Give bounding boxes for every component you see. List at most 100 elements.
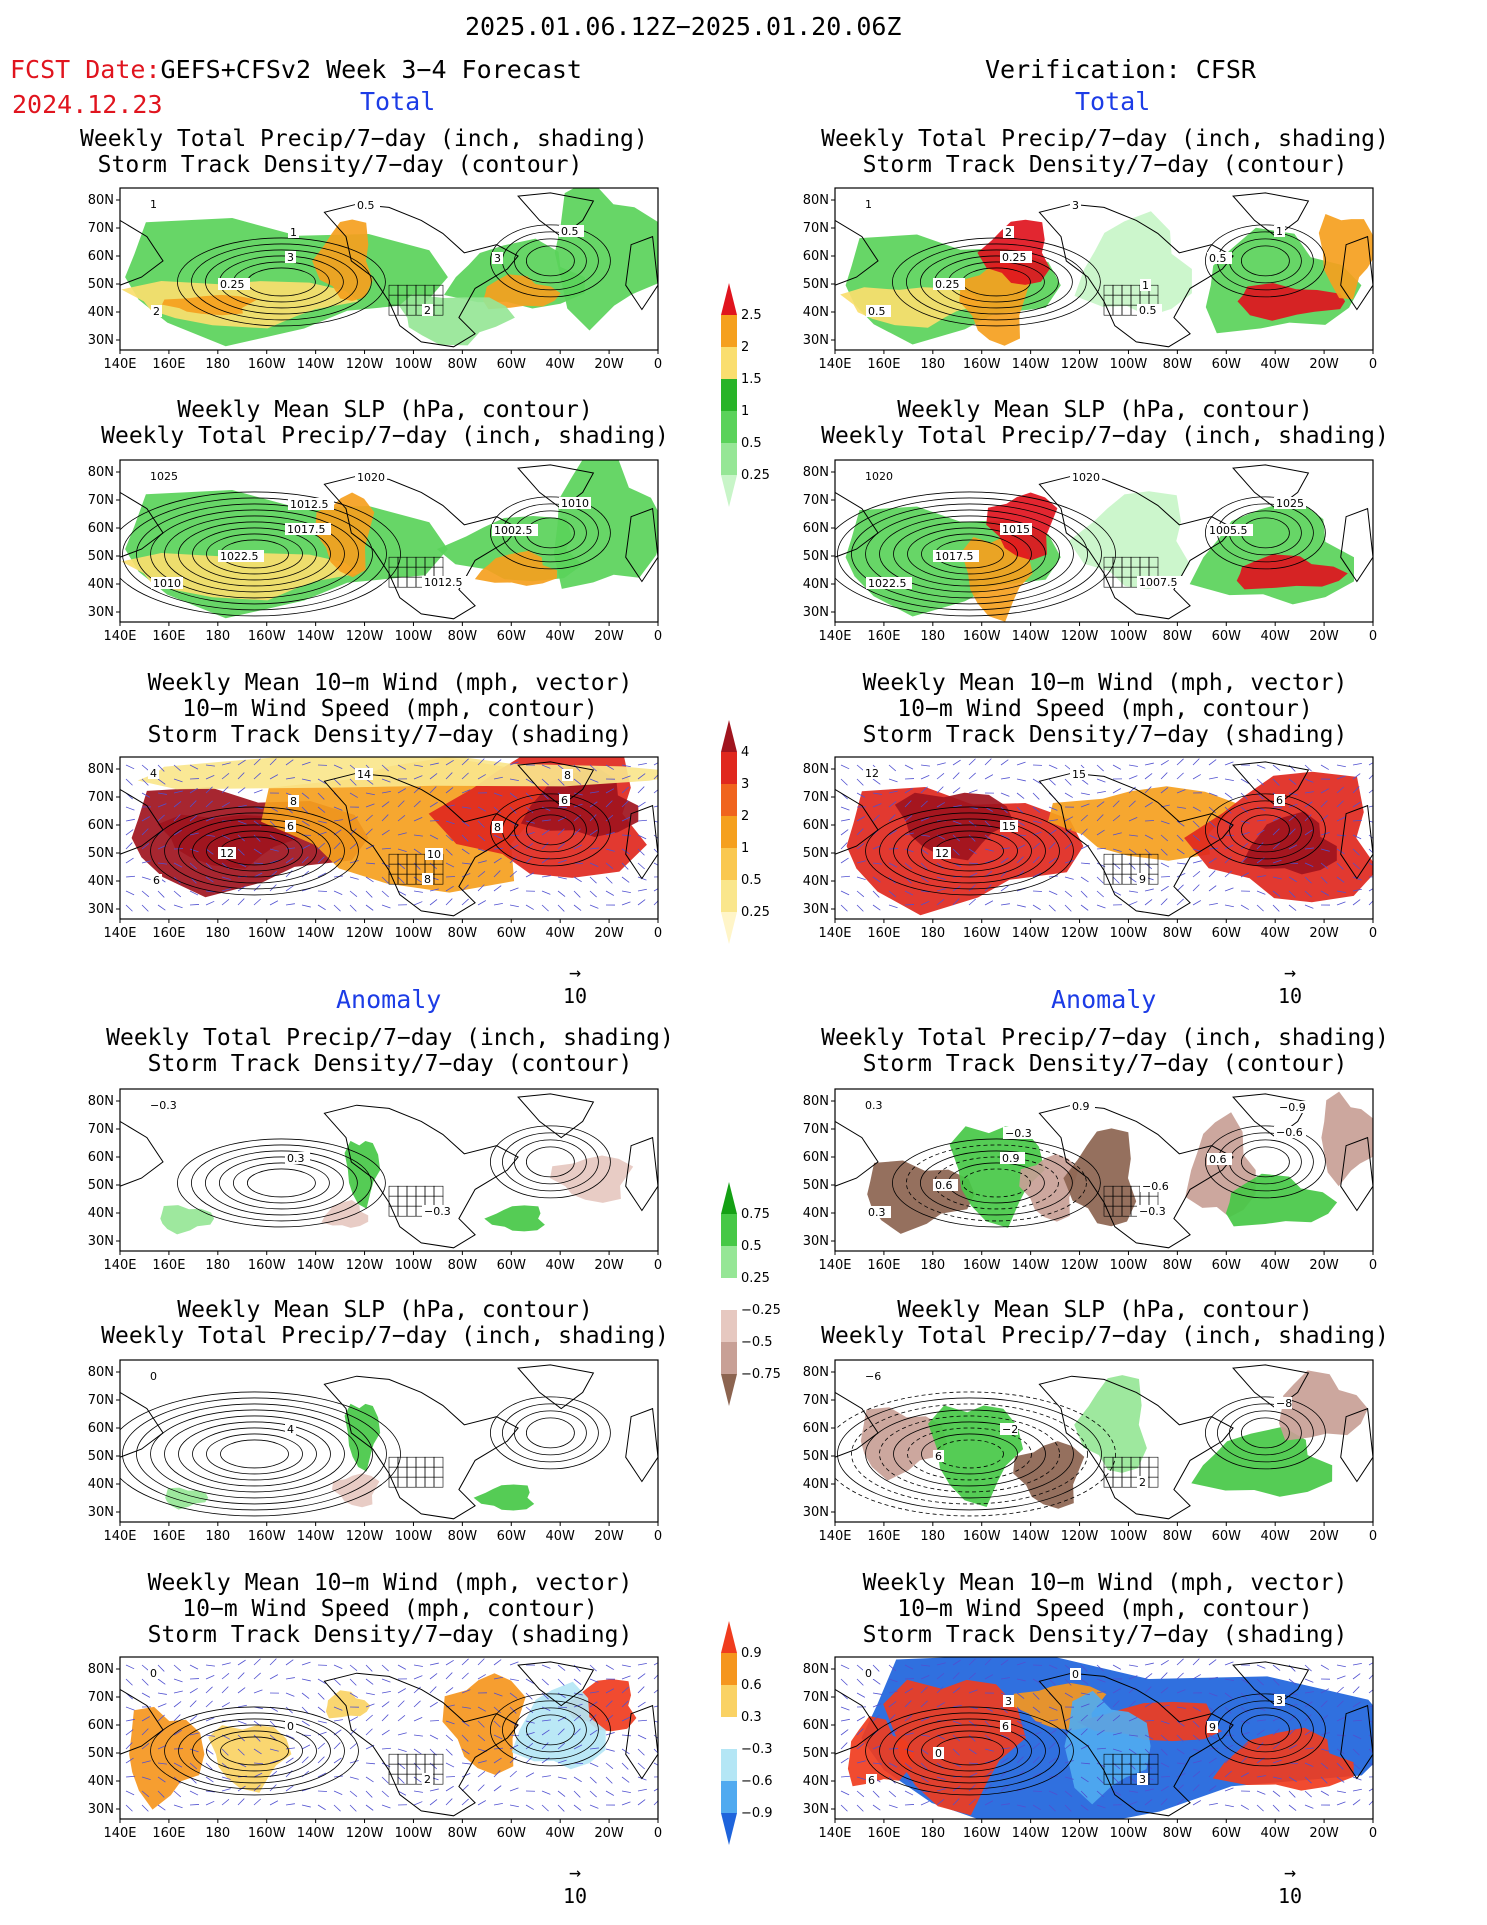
wind-vector	[605, 1700, 613, 1708]
wind-vector	[1176, 1798, 1184, 1806]
colorbar-label: 0.75	[741, 1207, 770, 1222]
wind-vector	[189, 832, 199, 836]
lon-label: 40W	[545, 357, 575, 372]
wind-vector	[237, 1704, 247, 1708]
wind-vector	[237, 1672, 245, 1680]
wind-vector	[1336, 901, 1346, 906]
lon-label: 60W	[1212, 1529, 1242, 1544]
wind-vector	[1240, 842, 1249, 850]
wind-vector	[637, 1734, 647, 1740]
wind-vector	[477, 870, 486, 878]
lat-label: 80N	[88, 193, 114, 208]
contour-line	[164, 515, 345, 593]
wind-vector	[429, 762, 439, 766]
map-frame	[119, 756, 659, 920]
wind-vector	[333, 1757, 342, 1764]
wind-vector	[285, 885, 294, 892]
wind-vector	[856, 1743, 865, 1750]
wind-vector	[920, 876, 929, 883]
wind-vector	[445, 820, 455, 825]
colorbar-segment	[721, 1246, 737, 1278]
contour-label: 2	[153, 305, 160, 318]
wind-vector	[1224, 1744, 1234, 1750]
map-frame	[834, 187, 1374, 351]
contour-label: 0.6	[935, 1179, 953, 1192]
wind-vector	[1288, 904, 1297, 911]
contour-label: 1	[1276, 225, 1283, 238]
wind-vector	[1368, 848, 1373, 854]
lon-label: 80W	[448, 1529, 478, 1544]
lon-label: 160E	[867, 926, 900, 941]
wind-vector	[840, 764, 850, 770]
wind-vector	[1208, 1706, 1216, 1714]
wind-vector	[141, 1804, 149, 1812]
wind-vector	[541, 1664, 551, 1669]
wind-vector	[205, 1800, 215, 1806]
wind-vector	[205, 1700, 213, 1708]
wind-vector	[840, 1718, 850, 1722]
wind-vector	[920, 848, 929, 855]
wind-vector	[477, 1770, 486, 1778]
wind-vector	[365, 1790, 373, 1798]
wind-vector	[1112, 1688, 1121, 1694]
wind-vector	[1160, 1734, 1169, 1742]
coastline	[835, 219, 879, 286]
lon-label: 140E	[103, 1826, 136, 1841]
wind-vector	[557, 1692, 566, 1699]
wind-vector	[1128, 1664, 1138, 1667]
lon-label: 140E	[818, 1529, 851, 1544]
wind-vector	[621, 1664, 631, 1668]
wind-vector	[589, 1790, 597, 1798]
wind-vector	[461, 806, 471, 809]
contour-label: 2	[424, 304, 431, 317]
lon-label: 120W	[346, 1258, 384, 1273]
wind-vector	[1352, 1788, 1362, 1792]
wind-vector	[840, 1790, 850, 1796]
map-frame	[119, 1656, 659, 1820]
wind-vector	[968, 872, 978, 878]
wind-vector	[301, 761, 311, 766]
contour-label-bg	[285, 1423, 296, 1435]
wind-vector	[1192, 806, 1202, 812]
lon-label: 100W	[1110, 629, 1148, 644]
wind-vector	[1304, 764, 1312, 772]
wind-vector	[1320, 814, 1329, 822]
wind-vector	[141, 1692, 151, 1698]
wind-vector	[605, 1776, 613, 1784]
wind-vector	[173, 1678, 183, 1683]
contour-label: −8	[1276, 1397, 1292, 1410]
wind-vector	[333, 857, 342, 864]
lat-label: 40N	[88, 577, 114, 592]
lon-label: 60W	[497, 1826, 527, 1841]
contour-label: 1020	[865, 470, 893, 483]
wind-vector	[984, 900, 994, 906]
colorbar-segment	[721, 784, 737, 816]
wind-vector	[413, 890, 423, 893]
contour-label: 3	[1005, 1695, 1012, 1708]
lon-label: 0	[654, 629, 662, 644]
colorbar-label: 2.5	[741, 308, 762, 323]
wind-vector	[920, 775, 930, 780]
wind-vector	[189, 1790, 199, 1796]
wind-vector	[1096, 847, 1107, 850]
wind-vector	[589, 1714, 597, 1722]
wind-vector	[904, 862, 913, 870]
wind-vector	[573, 803, 583, 808]
wind-vector	[1240, 1706, 1249, 1714]
lat-label: 60N	[88, 249, 114, 264]
wind-vector	[936, 1798, 945, 1806]
wind-vector	[477, 1720, 485, 1728]
contour-label-bg	[933, 550, 979, 562]
wind-vector	[1176, 834, 1184, 842]
wind-vector	[1064, 876, 1074, 880]
wind-vector	[856, 778, 864, 786]
wind-vector	[461, 884, 469, 892]
wind-vector	[856, 876, 866, 880]
wind-vector	[1160, 1798, 1168, 1806]
wind-vector	[461, 1762, 471, 1765]
wind-vector	[1096, 1714, 1104, 1722]
wind-vector	[1288, 1692, 1298, 1696]
coastline	[835, 1688, 879, 1755]
wind-vector	[1160, 898, 1168, 906]
contour-label: 1002.5	[494, 524, 533, 537]
